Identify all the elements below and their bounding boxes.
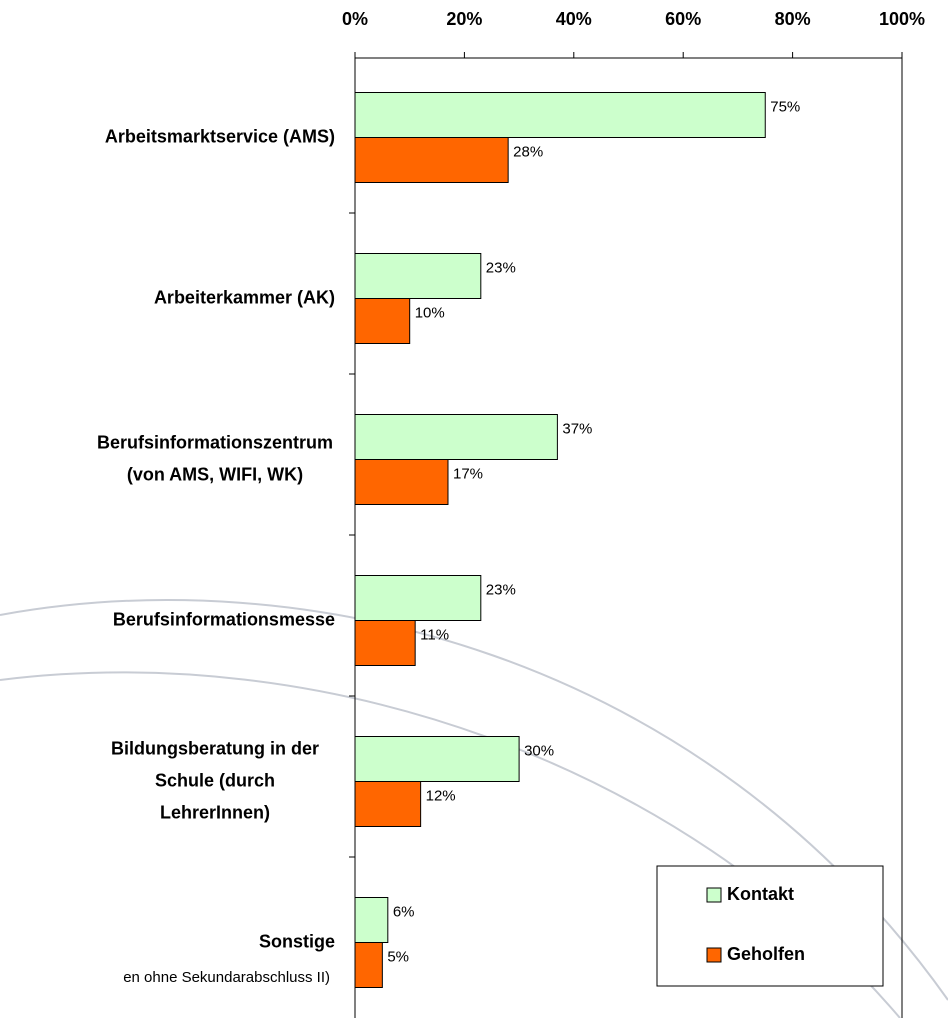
- note: en ohne Sekundarabschluss II): [123, 969, 330, 986]
- bar: [354, 459, 449, 505]
- value-label: 10%: [415, 304, 445, 321]
- bar: [354, 253, 482, 299]
- bar: [354, 92, 766, 138]
- value-label: 11%: [420, 626, 449, 643]
- x-tick-label: 80%: [775, 9, 811, 29]
- bar: [354, 736, 520, 782]
- legend-label: Geholfen: [727, 944, 805, 964]
- value-label: 28%: [513, 143, 543, 160]
- category-label: Arbeiterkammer (AK): [154, 287, 335, 307]
- bar: [354, 897, 389, 943]
- category-label: Bildungsberatung in der Schule (durch Lehr…: [111, 738, 319, 822]
- bar: [354, 298, 411, 344]
- value-label: 37%: [562, 420, 592, 437]
- x-tick-label: 20%: [446, 9, 482, 29]
- value-label: 5%: [387, 948, 409, 965]
- bar: [354, 414, 558, 460]
- value-label: 23%: [486, 581, 516, 598]
- legend-label: Kontakt: [727, 884, 794, 904]
- bar: [354, 942, 383, 988]
- plot-frame: [354, 57, 903, 1018]
- x-tick-label: 0%: [342, 9, 368, 29]
- category-label: Arbeitsmarktservice (AMS): [105, 126, 335, 146]
- value-label: 17%: [453, 465, 483, 482]
- bar: [354, 781, 422, 827]
- legend-box: [656, 865, 884, 987]
- x-tick-label: 100%: [879, 9, 925, 29]
- category-label: Berufsinformationsmesse: [113, 609, 335, 629]
- value-label: 30%: [524, 742, 554, 759]
- bar: [354, 575, 482, 621]
- value-label: 6%: [393, 903, 415, 920]
- x-tick-label: 60%: [665, 9, 701, 29]
- value-label: 75%: [770, 98, 800, 115]
- legend-swatch: [706, 887, 722, 903]
- category-label: Berufsinformationszentrum (von AMS, WIFI,…: [97, 432, 333, 484]
- bar: [354, 137, 509, 183]
- legend-swatch: [706, 947, 722, 963]
- bar: [354, 620, 416, 666]
- value-label: 23%: [486, 259, 516, 276]
- value-label: 12%: [426, 787, 456, 804]
- category-label: Sonstige: [259, 931, 335, 951]
- x-tick-label: 40%: [556, 9, 592, 29]
